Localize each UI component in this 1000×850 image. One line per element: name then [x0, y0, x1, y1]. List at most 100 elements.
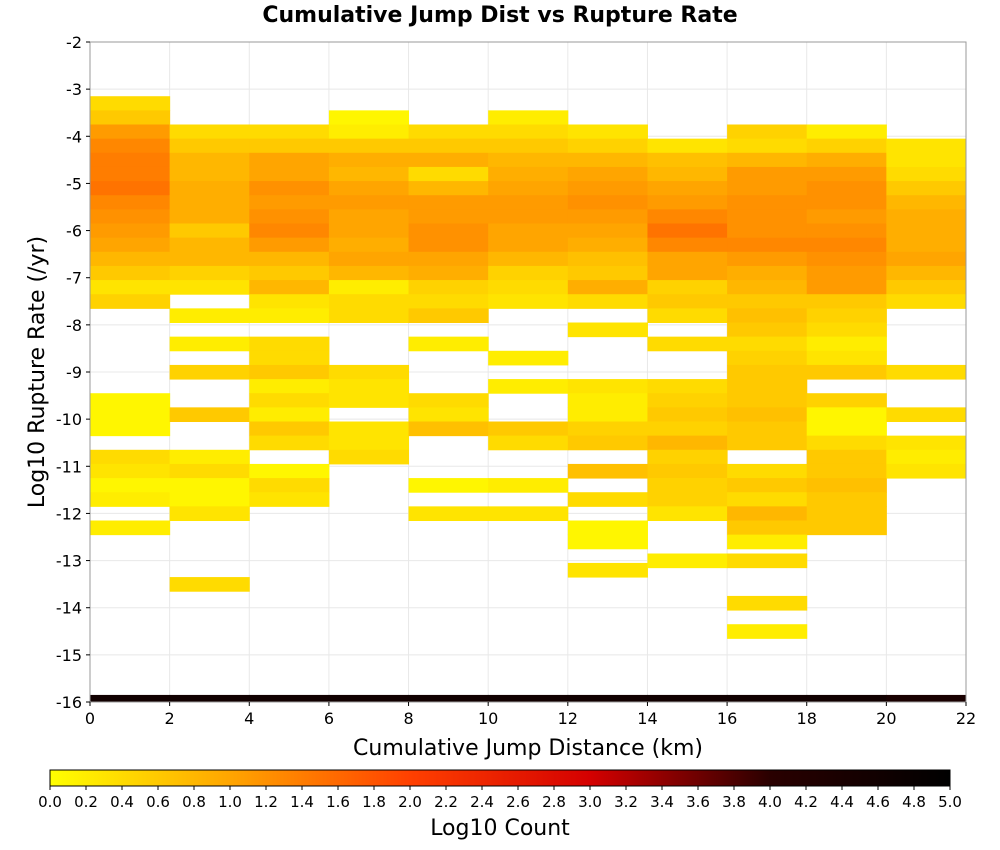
colorbar-tick-label: 3.0 [578, 793, 602, 811]
heatmap-cell [488, 166, 569, 182]
heatmap-cell [727, 393, 808, 408]
heatmap-cell [488, 152, 569, 168]
colorbar-tick-label: 4.8 [902, 793, 926, 811]
heatmap-cell [249, 152, 330, 168]
heatmap-cell [727, 534, 808, 550]
heatmap-cell [806, 322, 887, 338]
heatmap-cell [806, 209, 887, 224]
heatmap-cell [647, 209, 728, 224]
y-tick-label: -14 [56, 599, 82, 618]
heatmap-cell [169, 181, 250, 196]
heatmap-cell [249, 379, 330, 394]
y-tick-label: -7 [66, 269, 82, 288]
heatmap-cell [727, 181, 808, 196]
heatmap-cells [90, 96, 967, 702]
heatmap-cell [408, 407, 489, 422]
heatmap-cell [90, 209, 171, 224]
heatmap-cell [408, 209, 489, 224]
heatmap-cell [806, 265, 887, 281]
colorbar-tick-label: 4.6 [866, 793, 890, 811]
x-tick-label: 22 [956, 709, 976, 728]
heatmap-cell [488, 237, 569, 253]
heatmap-cell [328, 209, 410, 224]
heatmap-cell [727, 124, 808, 140]
heatmap-cell [249, 393, 330, 408]
heatmap-cell [488, 124, 569, 140]
heatmap-cell [488, 294, 569, 309]
heatmap-cell [806, 138, 887, 154]
heatmap-cell [567, 322, 648, 338]
heatmap-cell [90, 478, 171, 493]
heatmap-cell [647, 435, 728, 451]
heatmap-cell [408, 336, 489, 352]
heatmap-cell [488, 195, 569, 210]
heatmap-cell [328, 166, 410, 182]
heatmap-cell [249, 350, 330, 366]
heatmap-cell [727, 209, 808, 224]
heatmap-cell [408, 506, 489, 521]
y-tick-label: -4 [66, 127, 82, 146]
heatmap-cell [408, 265, 489, 281]
heatmap-cell [328, 294, 410, 309]
heatmap-cell [249, 166, 330, 182]
heatmap-cell [727, 492, 808, 507]
heatmap-cell [567, 166, 648, 182]
heatmap-cell [249, 280, 330, 295]
colorbar-tick-label: 3.4 [650, 793, 674, 811]
heatmap-cell [727, 265, 808, 281]
heatmap-cell [567, 124, 648, 140]
heatmap-cell [886, 694, 967, 702]
heatmap-cell [806, 181, 887, 196]
heatmap-cell [567, 520, 648, 536]
x-tick-label: 20 [876, 709, 896, 728]
heatmap-cell [806, 435, 887, 451]
heatmap-cell [567, 379, 648, 394]
heatmap-cell [90, 449, 171, 465]
colorbar-tick-label: 1.2 [254, 793, 278, 811]
heatmap-cell [727, 237, 808, 253]
heatmap-cell [886, 407, 967, 422]
colorbar-tick-label: 0.4 [110, 793, 134, 811]
heatmap-cell [806, 520, 887, 536]
heatmap-cell [408, 694, 489, 702]
heatmap-cell [567, 265, 648, 281]
colorbar-tick-label: 2.8 [542, 793, 566, 811]
heatmap-cell [249, 209, 330, 224]
heatmap-cell [567, 421, 648, 437]
heatmap-cell [249, 336, 330, 352]
heatmap-cell [806, 280, 887, 295]
heatmap-cell [488, 478, 569, 493]
heatmap-cell [727, 407, 808, 422]
heatmap-cell [488, 223, 569, 239]
x-tick-label: 0 [85, 709, 95, 728]
heatmap-cell [488, 209, 569, 224]
heatmap-cell [90, 124, 171, 140]
heatmap-cell [647, 463, 728, 479]
heatmap-cell [886, 181, 967, 196]
colorbar-tick-label: 4.4 [830, 793, 854, 811]
heatmap-cell [886, 138, 967, 154]
heatmap-cell [727, 506, 808, 521]
colorbar-label: Log10 Count [430, 816, 570, 841]
heatmap-cell [169, 308, 250, 323]
heatmap-cell [90, 407, 171, 422]
heatmap-cell [647, 223, 728, 239]
heatmap-cell [727, 624, 808, 639]
heatmap-cell [886, 280, 967, 295]
heatmap-cell [169, 364, 250, 380]
heatmap-cell [488, 435, 569, 451]
heatmap-cell [886, 195, 967, 210]
heatmap-cell [169, 209, 250, 224]
heatmap-cell [567, 407, 648, 422]
heatmap-cell [647, 308, 728, 323]
heatmap-cell [727, 463, 808, 479]
heatmap-cell [90, 421, 171, 437]
heatmap-cell [567, 251, 648, 267]
heatmap-cell [727, 694, 808, 702]
heatmap-cell [488, 280, 569, 295]
colorbar-tick-label: 4.2 [794, 793, 818, 811]
heatmap-cell [169, 265, 250, 281]
heatmap-cell [488, 379, 569, 394]
heatmap-cell [90, 223, 171, 239]
x-axis-label: Cumulative Jump Distance (km) [353, 736, 703, 761]
